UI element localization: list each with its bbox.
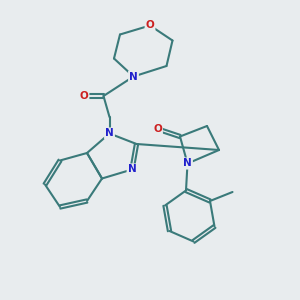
Text: O: O	[153, 124, 162, 134]
Text: N: N	[183, 158, 192, 169]
Text: O: O	[80, 91, 88, 101]
Text: N: N	[105, 128, 114, 139]
Text: N: N	[129, 71, 138, 82]
Text: O: O	[146, 20, 154, 31]
Text: N: N	[128, 164, 136, 175]
